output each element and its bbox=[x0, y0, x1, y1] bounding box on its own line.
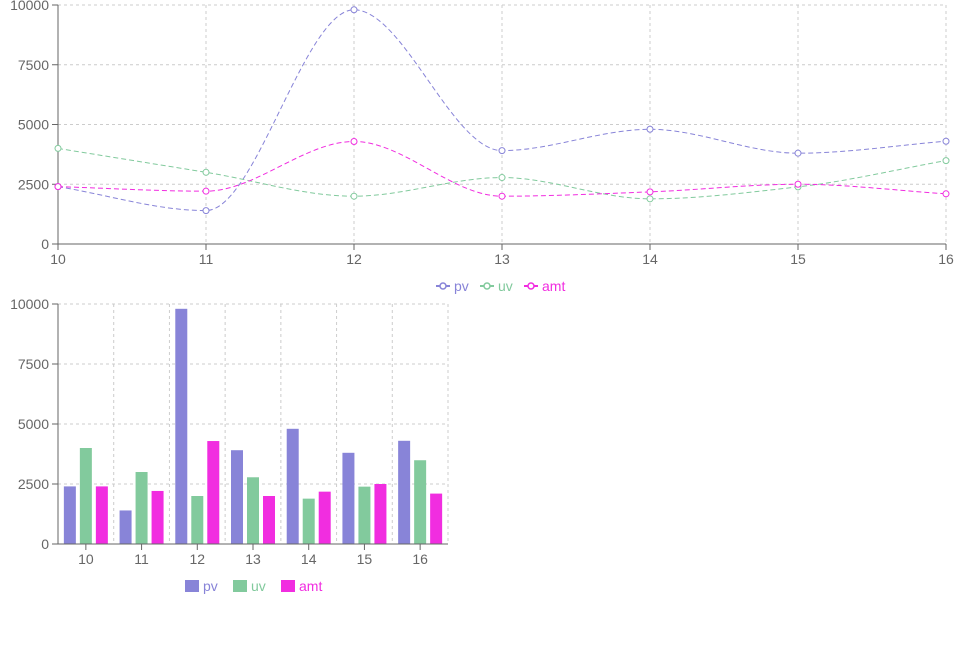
data-point-amt bbox=[498, 192, 506, 200]
y-tick-label: 5000 bbox=[18, 416, 49, 432]
legend-marker-icon bbox=[439, 282, 447, 290]
x-tick-label: 11 bbox=[134, 551, 149, 567]
bar-chart-legend: pv uv amt bbox=[185, 578, 322, 594]
x-tick-label: 15 bbox=[357, 551, 373, 567]
bar-amt bbox=[263, 496, 275, 544]
bar-pv bbox=[63, 486, 76, 544]
data-point-pv bbox=[202, 207, 210, 215]
x-tick-label: 13 bbox=[245, 551, 261, 567]
x-tick-label: 12 bbox=[189, 551, 205, 567]
bar-pv bbox=[175, 308, 188, 544]
bar-pv bbox=[342, 452, 355, 544]
legend-marker-icon bbox=[527, 282, 535, 290]
data-point-uv bbox=[942, 157, 950, 165]
bar-uv bbox=[191, 496, 204, 544]
legend-label-uv: uv bbox=[498, 278, 513, 294]
legend-square-icon bbox=[233, 580, 247, 592]
bar-amt bbox=[207, 441, 220, 544]
y-tick-label: 7500 bbox=[18, 356, 49, 372]
bar-pv bbox=[398, 440, 411, 544]
bar-uv bbox=[414, 460, 427, 544]
legend-label-amt: amt bbox=[299, 578, 322, 594]
legend-label-uv: uv bbox=[251, 578, 266, 594]
legend-label-pv: pv bbox=[203, 578, 218, 594]
data-point-pv bbox=[498, 147, 506, 155]
x-tick-label: 15 bbox=[790, 251, 806, 267]
bar-uv bbox=[247, 477, 259, 544]
x-tick-label: 14 bbox=[642, 251, 658, 267]
x-tick-label: 13 bbox=[494, 251, 510, 267]
data-point-uv bbox=[350, 192, 358, 200]
bar-pv bbox=[231, 450, 243, 544]
legend-square-icon bbox=[281, 580, 295, 592]
data-point-uv bbox=[54, 144, 62, 152]
bar-uv bbox=[79, 448, 92, 544]
data-point-amt bbox=[794, 180, 802, 188]
x-tick-label: 10 bbox=[50, 251, 66, 267]
x-tick-label: 16 bbox=[412, 551, 428, 567]
y-tick-label: 0 bbox=[41, 236, 49, 252]
x-tick-label: 16 bbox=[938, 251, 954, 267]
y-tick-label: 0 bbox=[41, 536, 49, 552]
bar-uv bbox=[135, 472, 148, 544]
data-point-amt bbox=[942, 190, 950, 198]
x-tick-label: 11 bbox=[199, 251, 214, 267]
y-tick-label: 7500 bbox=[18, 57, 49, 73]
data-point-pv bbox=[794, 149, 802, 157]
line-chart-grid bbox=[57, 4, 947, 245]
data-point-pv bbox=[350, 6, 358, 14]
x-tick-label: 10 bbox=[78, 551, 94, 567]
bar-amt bbox=[430, 493, 443, 544]
bar-pv bbox=[119, 510, 132, 544]
bar-chart-grid bbox=[57, 303, 449, 545]
data-point-amt bbox=[646, 188, 654, 196]
x-tick-label: 14 bbox=[301, 551, 317, 567]
bar-uv bbox=[358, 486, 371, 544]
bar-amt bbox=[151, 490, 164, 544]
data-point-amt bbox=[54, 183, 62, 191]
legend-square-icon bbox=[185, 580, 199, 592]
bar-amt bbox=[95, 486, 108, 544]
bar-uv bbox=[302, 498, 315, 544]
data-point-amt bbox=[202, 187, 210, 195]
data-point-uv bbox=[646, 195, 654, 203]
bar-amt bbox=[318, 491, 331, 544]
y-tick-label: 2500 bbox=[18, 476, 49, 492]
data-point-pv bbox=[942, 137, 950, 145]
legend-label-amt: amt bbox=[542, 278, 565, 294]
line-chart: 0 2500 5000 7500 10000 10 11 12 13 14 15 16 pv uv amt bbox=[10, 0, 954, 294]
data-point-pv bbox=[646, 125, 654, 133]
y-tick-label: 10000 bbox=[10, 0, 49, 13]
bar-amt bbox=[374, 484, 387, 544]
data-point-uv bbox=[202, 168, 210, 176]
legend-marker-icon bbox=[483, 282, 491, 290]
bar-pv bbox=[286, 428, 299, 544]
x-tick-label: 12 bbox=[346, 251, 362, 267]
y-tick-label: 5000 bbox=[18, 117, 49, 133]
line-chart-legend: pv uv amt bbox=[436, 278, 565, 294]
legend-label-pv: pv bbox=[454, 278, 469, 294]
data-point-uv bbox=[498, 174, 506, 182]
data-point-amt bbox=[350, 137, 358, 145]
y-tick-label: 2500 bbox=[18, 176, 49, 192]
